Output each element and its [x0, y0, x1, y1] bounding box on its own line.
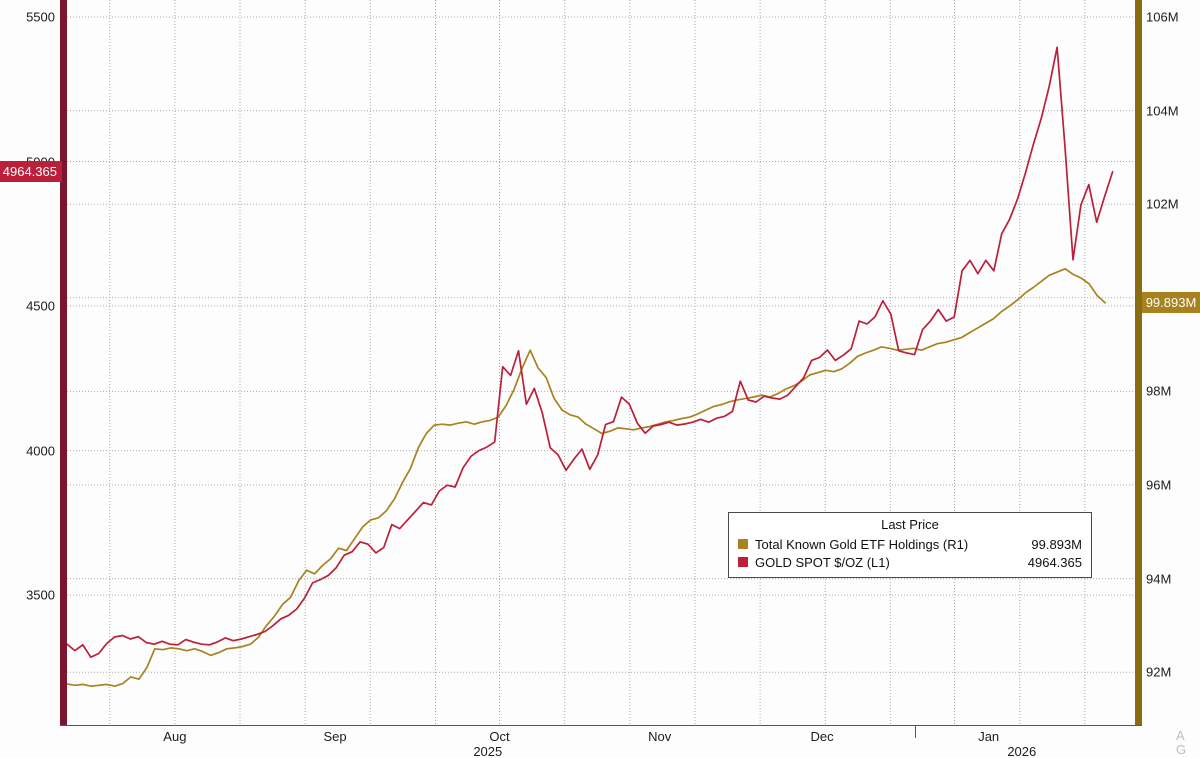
left-axis-tick-label: 4000 [26, 443, 55, 459]
legend-series-value: 99.893M [1031, 536, 1082, 552]
right-axis-tick-label: 92M [1146, 664, 1172, 680]
right-axis-tick-label: 96M [1146, 477, 1172, 493]
plot-area [67, 0, 1135, 725]
last-price-badge-gold-spot: 4964.365 [0, 161, 62, 183]
etf-holdings-line [67, 267, 1106, 688]
legend-series-label: GOLD SPOT $/OZ (L1) [755, 554, 890, 570]
left-axis-tick-label: 3500 [26, 587, 55, 603]
month-label: Jan [978, 729, 1000, 744]
month-label: Dec [810, 729, 834, 744]
right-axis-tick-label: 106M [1146, 9, 1179, 25]
legend: Last Price Total Known Gold ETF Holdings… [728, 512, 1092, 578]
legend-series-label: Total Known Gold ETF Holdings (R1) [755, 536, 969, 552]
right-axis-tick-label: 98M [1146, 383, 1172, 399]
month-label: Oct [489, 729, 510, 744]
right-axis-tick-label: 94M [1146, 571, 1172, 587]
legend-series-value: 4964.365 [1027, 554, 1082, 570]
month-label: Sep [323, 729, 347, 744]
watermark-letter: A [1176, 728, 1185, 743]
year-separator-tick [914, 725, 916, 738]
gold-spot-line [67, 46, 1114, 659]
legend-row: GOLD SPOT $/OZ (L1) 4964.365 [738, 553, 1082, 571]
left-axis-tick-label: 5500 [26, 9, 55, 25]
month-label: Nov [648, 729, 672, 744]
right-axis-tick-label: 102M [1146, 196, 1179, 212]
legend-title: Last Price [881, 517, 939, 532]
right-axis-strip [1135, 0, 1142, 725]
last-price-badge-etf-holdings: 99.893M [1142, 292, 1200, 314]
legend-swatch [738, 557, 748, 567]
legend-swatch [738, 539, 748, 549]
legend-rows: Total Known Gold ETF Holdings (R1) 99.893… [738, 535, 1082, 571]
x-axis-line [60, 725, 1142, 726]
year-label: 2025 [473, 744, 503, 758]
right-axis-tick-label: 104M [1146, 103, 1179, 119]
year-label: 2026 [1007, 744, 1037, 758]
legend-row: Total Known Gold ETF Holdings (R1) 99.893… [738, 535, 1082, 553]
watermark-letter: G [1176, 742, 1187, 757]
left-axis-tick-label: 4500 [26, 298, 55, 314]
month-label: Aug [163, 729, 187, 744]
left-axis-strip [60, 0, 67, 725]
